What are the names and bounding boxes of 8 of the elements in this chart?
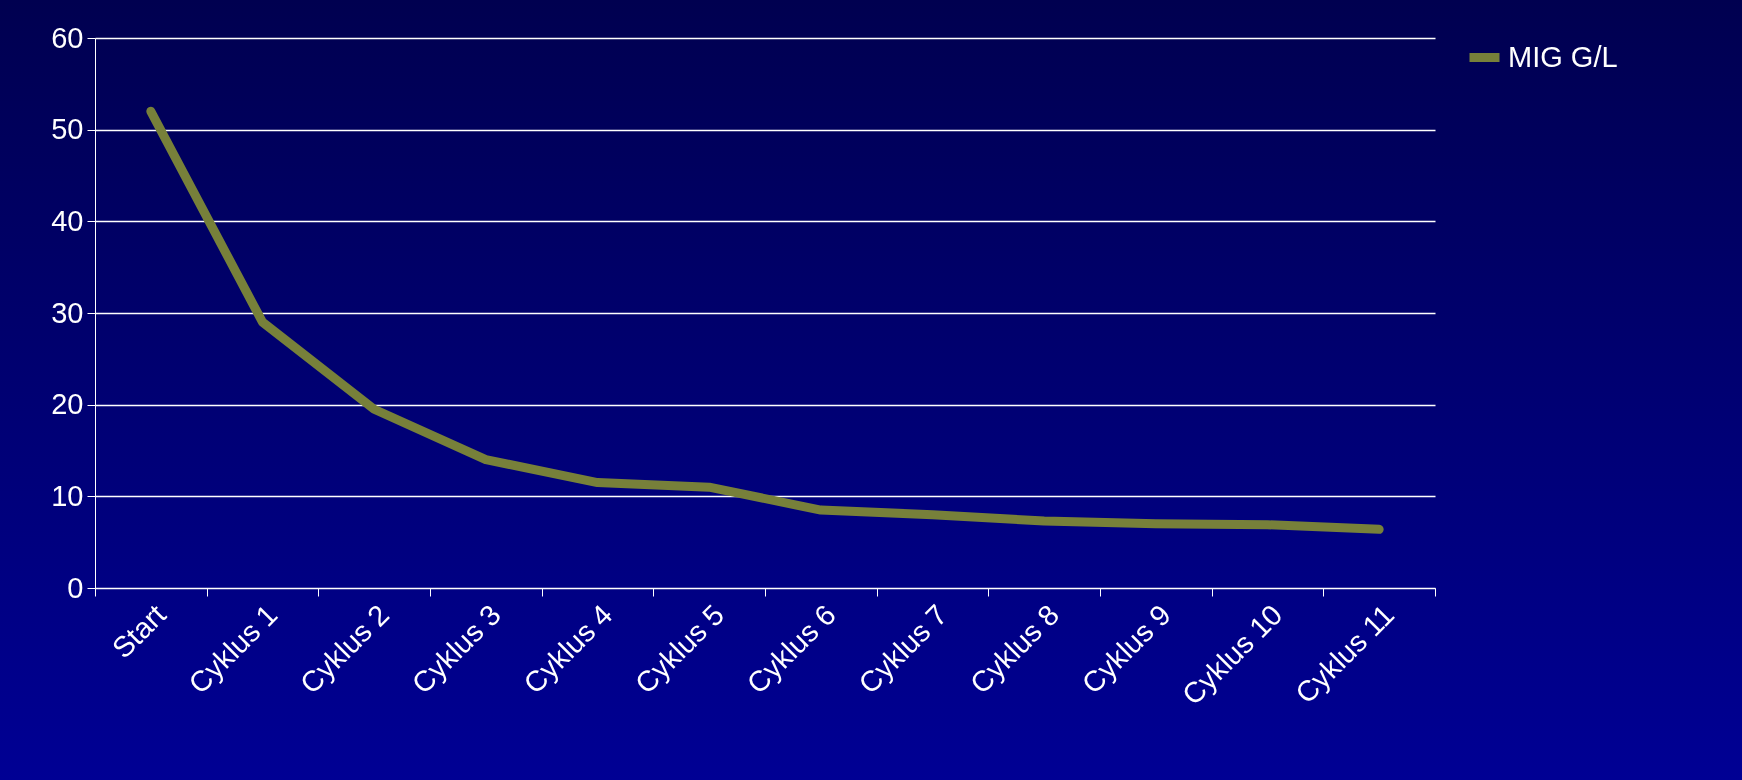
legend-label: MIG G/L <box>1508 40 1618 73</box>
y-tick-label: 30 <box>51 296 84 329</box>
y-tick-label: 0 <box>67 571 84 604</box>
y-tick-label: 10 <box>51 479 84 512</box>
y-tick-label: 60 <box>51 21 84 54</box>
y-tick-label: 40 <box>51 204 84 237</box>
y-tick-label: 20 <box>51 388 84 421</box>
y-tick-label: 50 <box>51 113 84 146</box>
